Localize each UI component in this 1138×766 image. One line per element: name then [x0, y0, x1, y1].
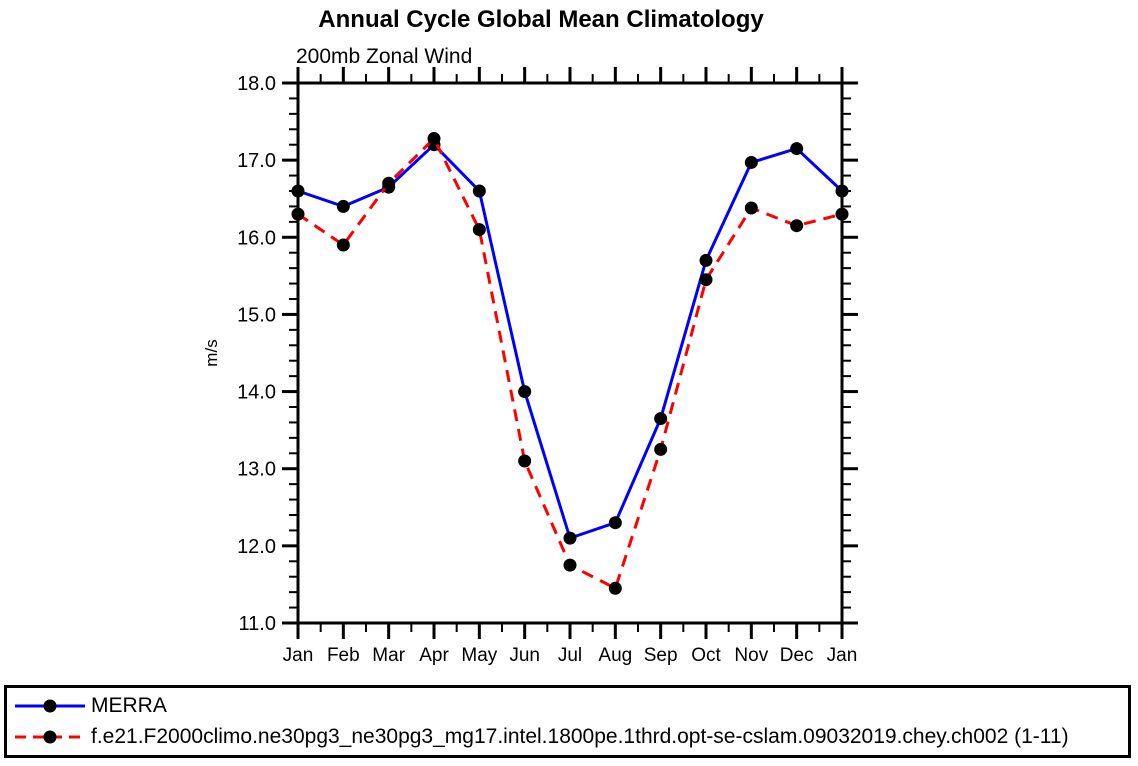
data-series: [291, 132, 849, 595]
data-point-marker: [563, 558, 577, 572]
data-point-marker: [654, 412, 668, 426]
data-point-marker: [744, 155, 758, 169]
data-point-marker: [654, 442, 668, 456]
data-point-marker: [291, 207, 305, 221]
x-tick-label: Sep: [644, 645, 678, 666]
data-point-marker: [608, 516, 622, 530]
x-tick-label: Jan: [827, 645, 858, 666]
y-tick-label: 14.0: [237, 382, 276, 404]
y-tick-label: 12.0: [237, 536, 276, 558]
y-axis-tick-labels: 11.0 12.0 13.0 14.0 15.0 16.0 17.0 18.0: [237, 73, 276, 635]
y-tick-label: 15.0: [237, 304, 276, 326]
y-tick-label: 13.0: [237, 459, 276, 481]
data-point-marker: [608, 581, 622, 595]
data-point-marker: [427, 132, 441, 146]
y-tick-label: 17.0: [237, 150, 276, 172]
annual-cycle-chart: Annual Cycle Global Mean Climatology 200…: [202, 6, 858, 666]
x-tick-label: Aug: [598, 645, 632, 666]
data-point-marker: [518, 385, 532, 399]
x-tick-label: Feb: [327, 645, 360, 666]
model-series-line: [297, 136, 843, 591]
data-point-marker: [835, 184, 849, 198]
y-tick-label: 18.0: [237, 73, 276, 95]
x-tick-label: Jan: [283, 645, 314, 666]
x-tick-label: Mar: [372, 645, 405, 666]
data-point-marker: [336, 238, 350, 252]
legend-label-model: f.e21.F2000climo.ne30pg3_ne30pg3_mg17.in…: [91, 725, 1069, 748]
y-axis-label: m/s: [202, 339, 221, 366]
x-tick-label: Dec: [780, 645, 814, 666]
plot-frame: [296, 81, 844, 625]
model-line-sample: [15, 730, 85, 744]
data-point-marker: [382, 176, 396, 190]
data-point-marker: [518, 454, 532, 468]
data-point-marker: [472, 184, 486, 198]
data-point-marker: [790, 142, 804, 156]
data-point-marker: [472, 223, 486, 237]
x-tick-label: Apr: [419, 645, 449, 666]
y-tick-label: 11.0: [239, 613, 276, 635]
legend-box: MERRA f.e21.F2000climo.ne30pg3_ne30pg3_m…: [4, 685, 1131, 758]
data-point-marker: [699, 253, 713, 267]
x-tick-label: Jun: [509, 645, 540, 666]
merra-marker-icon: [43, 699, 57, 713]
chart-title: Annual Cycle Global Mean Climatology: [318, 6, 764, 33]
legend-item-model: f.e21.F2000climo.ne30pg3_ne30pg3_mg17.in…: [13, 722, 1128, 753]
y-tick-label: 16.0: [237, 227, 276, 249]
merra-line-sample: [15, 699, 85, 713]
merra-series-line: [297, 142, 844, 541]
data-point-marker: [291, 184, 305, 198]
data-point-marker: [563, 531, 577, 545]
data-point-marker: [835, 207, 849, 221]
legend-label-merra: MERRA: [91, 694, 167, 717]
data-point-marker: [336, 199, 350, 213]
x-tick-label: Oct: [691, 645, 721, 666]
x-tick-label: Jul: [558, 645, 582, 666]
legend-item-merra: MERRA: [13, 691, 1128, 722]
x-axis-tick-labels: Jan Feb Mar Apr May Jun Jul Aug Sep Oct Nov Dec Jan: [283, 645, 858, 666]
x-tick-label: May: [461, 645, 497, 666]
chart-subtitle: 200mb Zonal Wind: [296, 45, 472, 68]
x-tick-label: Nov: [734, 645, 768, 666]
axis-ticks: [282, 67, 858, 639]
data-point-marker: [744, 201, 758, 215]
data-point-marker: [790, 219, 804, 233]
model-marker-icon: [43, 730, 57, 744]
data-point-marker: [699, 273, 713, 287]
